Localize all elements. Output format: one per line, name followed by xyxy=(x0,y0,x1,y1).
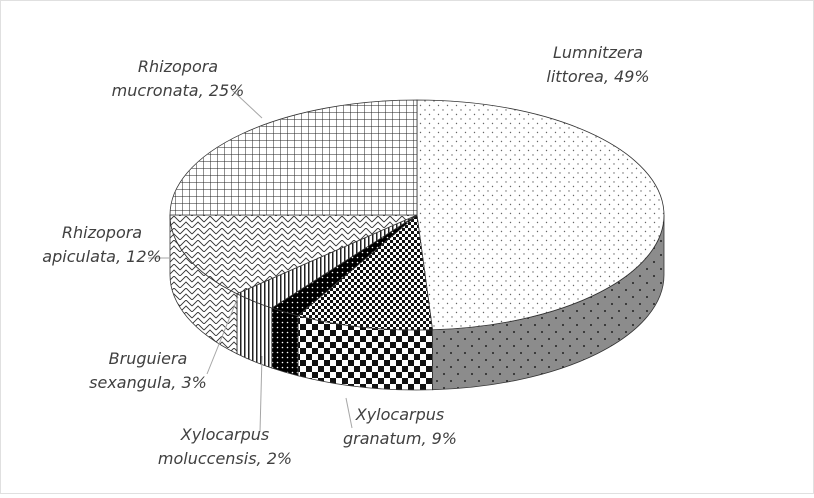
pie-slice xyxy=(169,214,418,295)
data-label: Rhizopora apiculata, 12% xyxy=(42,223,161,266)
leader-line xyxy=(231,89,263,119)
data-label: Rhizopora mucronata, 25% xyxy=(112,57,245,100)
data-label: Bruguiera sexangula, 3% xyxy=(89,349,207,392)
data-label: Xylocarpus moluccensis, 2% xyxy=(158,425,292,468)
pie-slice xyxy=(169,99,418,216)
leader-line xyxy=(345,397,353,429)
pie-side xyxy=(271,307,299,377)
data-label: Lumnitzera littorea, 49% xyxy=(546,43,649,86)
data-label: Xylocarpus granatum, 9% xyxy=(343,405,457,448)
pie-slice xyxy=(297,214,433,331)
leader-line xyxy=(206,296,239,375)
pie-slice xyxy=(416,99,665,331)
leader-line xyxy=(259,355,263,433)
